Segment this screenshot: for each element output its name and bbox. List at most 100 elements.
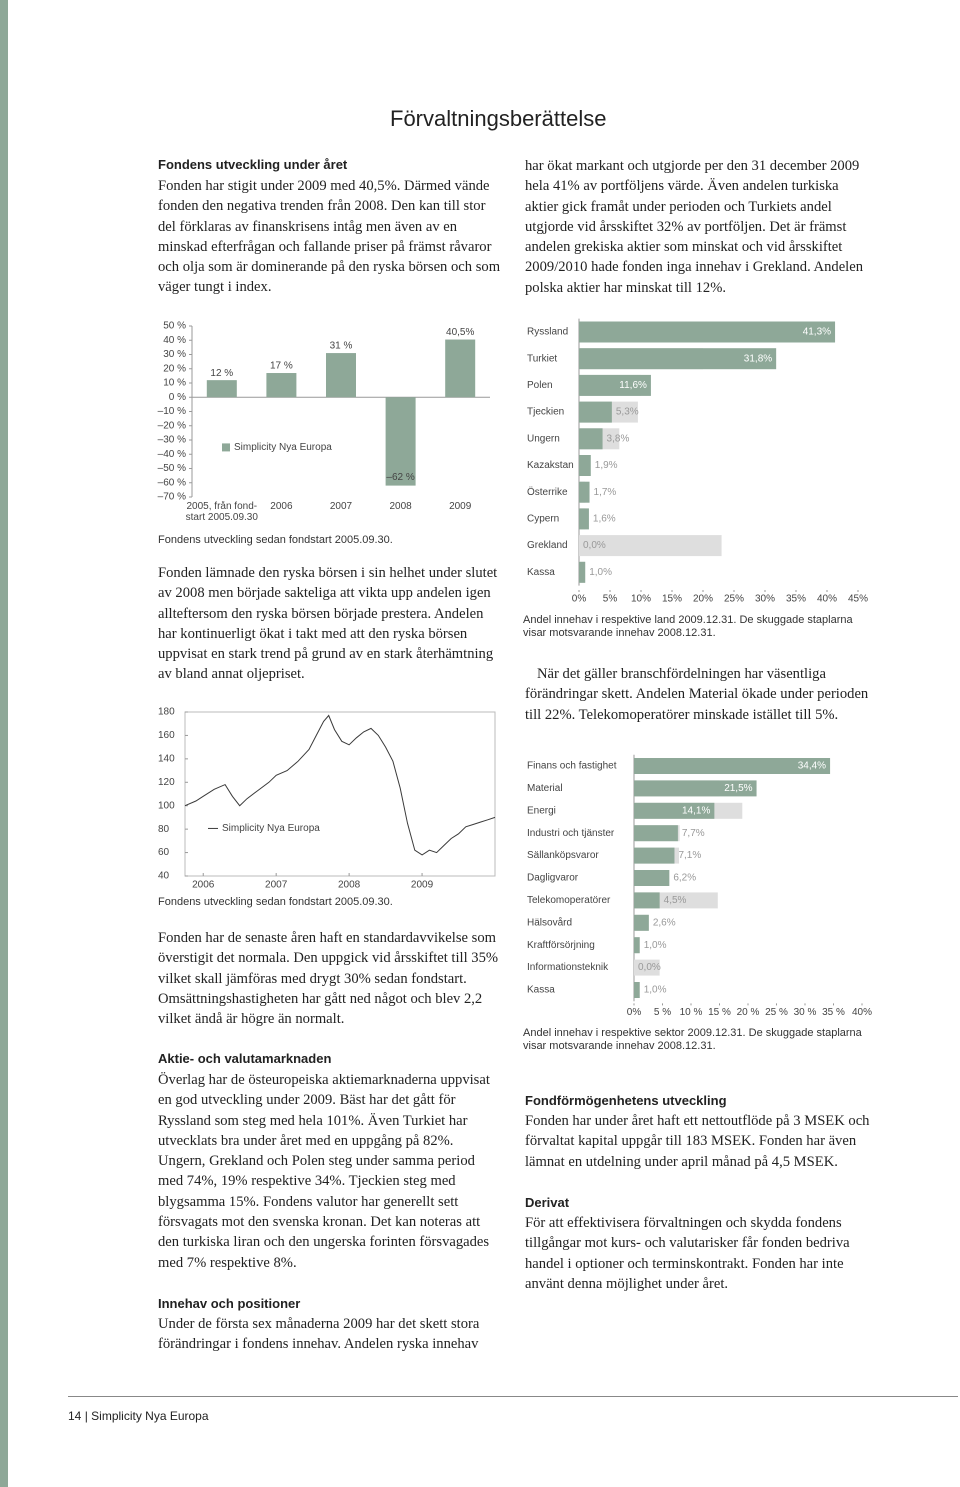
plot-frame — [184, 711, 496, 877]
x-tick-label: 2009 — [449, 501, 472, 512]
x-tick-label: 25 % — [765, 1007, 788, 1018]
bar — [634, 937, 640, 954]
x-tick-label-box: 2008 — [389, 501, 411, 512]
value-label: 7,1% — [678, 850, 701, 861]
paragraph: har ökat markant och utgjorde per den 31… — [525, 158, 864, 296]
previous-bar — [634, 959, 660, 976]
value-label: 1,6% — [593, 514, 616, 525]
bar — [206, 380, 237, 398]
y-tick-label: 0 % — [169, 392, 186, 403]
x-tick-label: 0% — [627, 1007, 642, 1018]
value-label: 4,5% — [664, 895, 687, 906]
value-label: 1,0% — [644, 985, 667, 996]
bar — [634, 825, 678, 842]
index-line-chart: 40 60 80 100 120 140 160 180 2006 2007 2008 2009 Sim… — [158, 707, 496, 908]
value-label: 7,7% — [682, 828, 705, 839]
category-label: Energi — [527, 805, 556, 816]
sector-chart: Finans och fastighet Material Energi Indust… — [523, 754, 872, 1053]
category-label: Dagligvaror — [527, 873, 579, 884]
x-tick-label-box: 2009 — [449, 501, 472, 512]
category-label: Grekland — [527, 540, 568, 551]
bar — [579, 455, 591, 476]
value-label: 40,5% — [446, 327, 474, 338]
paragraph: Fonden har under året haft ett nettoutfl… — [525, 1113, 870, 1170]
category-label: Industri och tjänster — [527, 828, 615, 839]
caption: Andel innehav i respektive land 2009.12.… — [523, 614, 853, 639]
bar — [634, 870, 670, 886]
x-tick-label: 2006 — [192, 880, 215, 891]
bar — [579, 401, 612, 423]
y-tick-label: –50 % — [158, 463, 186, 474]
category-label: Tjeckien — [527, 407, 564, 418]
category-label: Turkiet — [527, 353, 557, 364]
category-label: Kassa — [527, 985, 555, 996]
category-label: Cypern — [527, 514, 559, 525]
bar — [579, 348, 777, 370]
previous-bar — [579, 535, 722, 557]
caption: Andel innehav i respektive sektor 2009.1… — [523, 1027, 862, 1053]
x-tick-label: 35 % — [822, 1007, 845, 1018]
caption: Fondens utveckling sedan fondstart 2005.… — [158, 534, 393, 546]
category-label: Polen — [527, 380, 553, 391]
page-title: Förvaltningsberättelse — [390, 106, 607, 131]
value-label: 31 % — [330, 341, 353, 352]
legend-label: Simplicity Nya Europa — [222, 823, 320, 834]
y-tick-label: 160 — [158, 730, 175, 741]
y-tick-label: 10 % — [163, 378, 186, 389]
y-tick-label: 40 — [158, 871, 170, 882]
category-label: Hälsovård — [527, 916, 572, 928]
x-tick-label: 2006 — [270, 501, 293, 512]
y-tick-label: –30 % — [158, 435, 186, 446]
x-tick-label: 35% — [786, 594, 806, 605]
category-label: Kazakstan — [527, 460, 574, 471]
caption-box: Andel innehav i respektive land 2009.12.… — [523, 614, 853, 639]
category-label: Finans och fastighet — [527, 761, 617, 772]
value-label: 1,0% — [589, 567, 612, 578]
bar — [634, 780, 757, 797]
value-label: 1,9% — [595, 460, 618, 471]
y-tick-label: 180 — [158, 707, 175, 718]
x-tick-label-box: 2006 — [270, 501, 293, 512]
bar — [445, 339, 476, 398]
value-label: –62 % — [386, 472, 414, 483]
value-label: 1,0% — [644, 940, 667, 951]
y-tick-label: –20 % — [158, 420, 186, 431]
publication-name: Simplicity Nya Europa — [91, 1409, 209, 1423]
bar — [634, 847, 675, 864]
y-tick-label: 20 % — [163, 363, 186, 374]
section-heading: Aktie- och valutamarknaden — [158, 1051, 332, 1066]
x-tick-label: 2007 — [265, 880, 288, 891]
section-heading: Fondförmögenhetens utveckling — [525, 1093, 727, 1108]
x-tick-label: 15% — [662, 594, 682, 605]
category-label: Informationsteknik — [527, 962, 609, 973]
category-label: Kassa — [527, 567, 555, 578]
value-label: 11,6% — [619, 380, 647, 391]
value-label: 41,3% — [803, 327, 831, 338]
value-label: 12 % — [210, 368, 233, 379]
x-tick-label: 20 % — [737, 1007, 760, 1018]
bar — [634, 914, 649, 931]
bar — [634, 892, 660, 909]
annual-return-chart: 50 % 40 % 30 % 20 % 10 % 0 % –10 % –20 % –30 % –4… — [158, 321, 490, 546]
x-tick-label: 40% — [817, 594, 837, 605]
x-tick-label: 30% — [755, 594, 775, 605]
x-tick-label: 30 % — [794, 1007, 817, 1018]
y-tick-label: –60 % — [158, 477, 186, 488]
page-number: 14 — [68, 1409, 82, 1423]
y-tick-label: 140 — [158, 753, 175, 764]
category-label: Material — [527, 783, 563, 794]
legend-label: Simplicity Nya Europa — [234, 442, 332, 453]
footer-rule — [68, 1396, 958, 1397]
x-tick-label: 10 % — [680, 1007, 703, 1018]
bar — [326, 353, 356, 398]
bar — [579, 481, 590, 503]
section-heading: Derivat — [525, 1195, 570, 1210]
bar — [634, 802, 715, 819]
paragraph: För att effektivisera förvaltningen och … — [525, 1215, 850, 1292]
x-tick-label: 5% — [603, 594, 618, 605]
value-label: 14,1% — [682, 805, 710, 816]
value-label: 34,4% — [798, 761, 826, 772]
paragraph: Fonden lämnade den ryska börsen i sin he… — [158, 565, 498, 683]
x-tick-label-box: 2005, från fond-start 2005.09.30 — [186, 501, 258, 523]
y-tick-label: –40 % — [158, 449, 186, 460]
